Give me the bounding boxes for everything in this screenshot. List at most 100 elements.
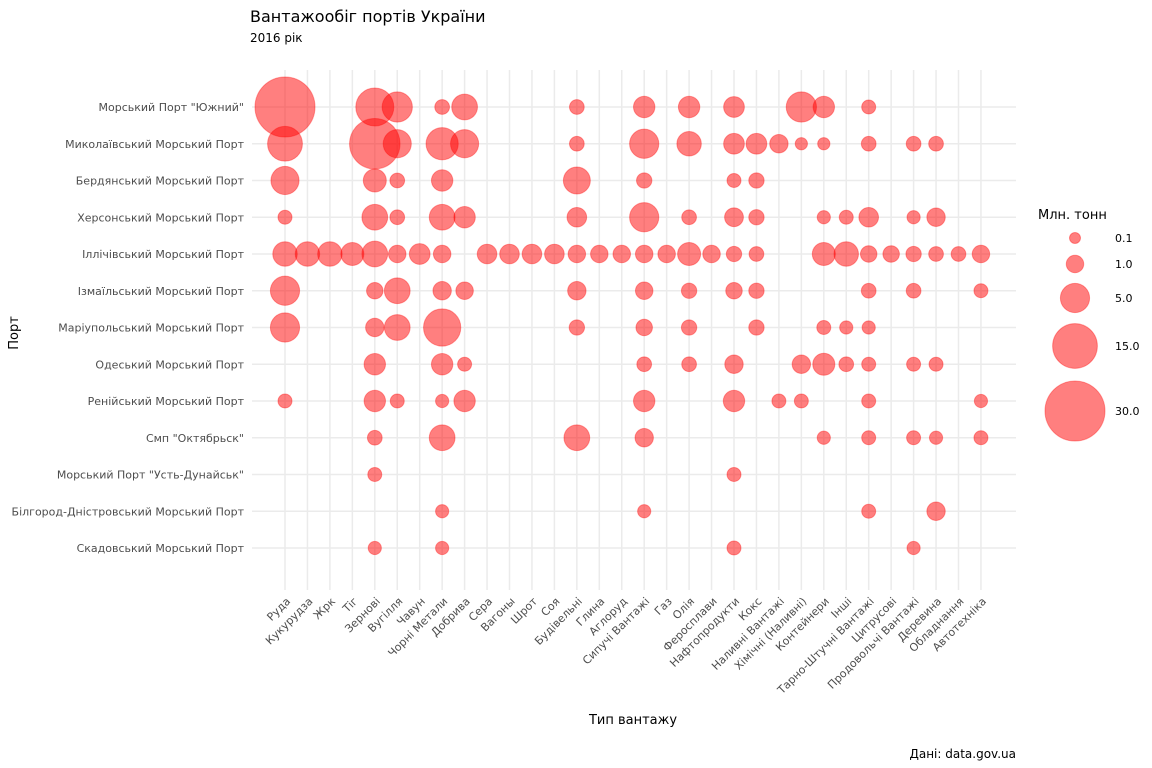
bubble bbox=[389, 172, 406, 189]
bubble bbox=[905, 245, 922, 263]
bubble bbox=[723, 96, 745, 118]
legend-key bbox=[1044, 380, 1106, 442]
bubble bbox=[816, 210, 831, 225]
bubble bbox=[858, 206, 880, 228]
y-tick-label: Одеський Морський Порт bbox=[95, 358, 244, 371]
y-tick-label: Миколаївський Морський Порт bbox=[65, 138, 244, 151]
bubble bbox=[435, 540, 450, 556]
bubble bbox=[861, 356, 877, 372]
chart-title: Вантажообіг портів України bbox=[250, 7, 486, 26]
bubble bbox=[450, 129, 480, 159]
bubble bbox=[430, 169, 454, 192]
bubble bbox=[632, 389, 656, 413]
bubble bbox=[785, 91, 817, 123]
bubble bbox=[702, 244, 721, 264]
bubble bbox=[676, 131, 702, 157]
bubble bbox=[724, 207, 744, 228]
bubble bbox=[632, 95, 656, 119]
bubble bbox=[748, 282, 765, 299]
legend-key bbox=[1069, 232, 1081, 244]
bubble bbox=[971, 244, 991, 264]
bubble bbox=[383, 314, 411, 341]
bubble bbox=[812, 352, 836, 376]
bubble-layer bbox=[254, 76, 991, 556]
bubble bbox=[366, 429, 383, 446]
bubble bbox=[657, 244, 676, 264]
bubble bbox=[861, 430, 877, 446]
bubble bbox=[365, 317, 385, 338]
bubble bbox=[905, 282, 922, 299]
bubble bbox=[724, 354, 744, 374]
bubble bbox=[568, 319, 586, 336]
bubble bbox=[791, 354, 812, 374]
bubble bbox=[423, 308, 462, 347]
bubble bbox=[950, 246, 967, 262]
y-tick-label: Білгород-Дністровський Морський Порт bbox=[12, 505, 245, 518]
bubble bbox=[432, 281, 452, 301]
bubble bbox=[432, 244, 452, 264]
chart-subtitle: 2016 рік bbox=[250, 31, 303, 45]
bubble bbox=[612, 244, 631, 264]
bubble bbox=[860, 135, 877, 152]
bubble bbox=[725, 245, 743, 263]
y-tick-label: Бердянський Морський Порт bbox=[76, 175, 245, 188]
bubble bbox=[859, 245, 878, 263]
y-tick-label: Херсонський Морський Порт bbox=[77, 211, 244, 224]
bubble bbox=[634, 281, 654, 300]
legend-key bbox=[1052, 323, 1098, 369]
legend-label: 15.0 bbox=[1115, 340, 1140, 353]
bubble bbox=[367, 467, 383, 482]
bubble bbox=[267, 125, 303, 162]
y-tick-label: Морський Порт "Усть-Дунайськ" bbox=[57, 469, 244, 482]
bubble bbox=[838, 209, 854, 225]
legend-key bbox=[1059, 282, 1091, 314]
bubble bbox=[408, 243, 431, 265]
bubble bbox=[838, 356, 855, 373]
bubble bbox=[812, 95, 836, 119]
bubble bbox=[726, 540, 742, 556]
bubble bbox=[269, 275, 301, 306]
bubble bbox=[926, 501, 946, 521]
bubble bbox=[430, 353, 454, 376]
bubble bbox=[388, 244, 407, 264]
x-tick-label: Шрот bbox=[508, 595, 540, 627]
bubble bbox=[861, 320, 876, 335]
bubble bbox=[745, 132, 768, 155]
bubble bbox=[521, 243, 543, 265]
bubble bbox=[590, 244, 609, 264]
legend-title: Млн. тонн bbox=[1038, 208, 1107, 223]
bubble bbox=[794, 137, 808, 151]
x-axis-title: Тип вантажу bbox=[588, 713, 677, 728]
legend-key bbox=[1065, 254, 1085, 274]
bubble bbox=[381, 91, 413, 123]
bubble bbox=[363, 353, 387, 376]
bubble bbox=[725, 282, 743, 300]
y-tick-label: Ізмаїльський Морський Порт bbox=[78, 285, 245, 298]
bubble bbox=[748, 246, 765, 262]
bubble bbox=[726, 467, 742, 482]
bubble bbox=[726, 173, 742, 188]
bubble bbox=[906, 356, 922, 372]
bubble bbox=[453, 206, 476, 229]
bubble bbox=[816, 430, 831, 445]
bubble bbox=[634, 428, 654, 448]
bubble bbox=[499, 243, 520, 265]
y-tick-label: Ренійський Морський Порт bbox=[88, 395, 245, 408]
bubble bbox=[769, 134, 789, 154]
bubble bbox=[793, 393, 809, 409]
bubble bbox=[476, 243, 498, 265]
bubble bbox=[860, 282, 877, 299]
chart-caption: Дані: data.gov.ua bbox=[909, 747, 1016, 761]
bubble bbox=[434, 99, 451, 115]
y-tick-label: Смп "Октябрьск" bbox=[146, 432, 244, 445]
bubble bbox=[563, 424, 591, 452]
bubble bbox=[362, 168, 387, 193]
bubble bbox=[566, 206, 588, 228]
bubble bbox=[928, 135, 944, 152]
y-axis-title: Порт bbox=[7, 316, 22, 350]
bubble bbox=[383, 277, 411, 305]
bubble bbox=[906, 540, 921, 556]
